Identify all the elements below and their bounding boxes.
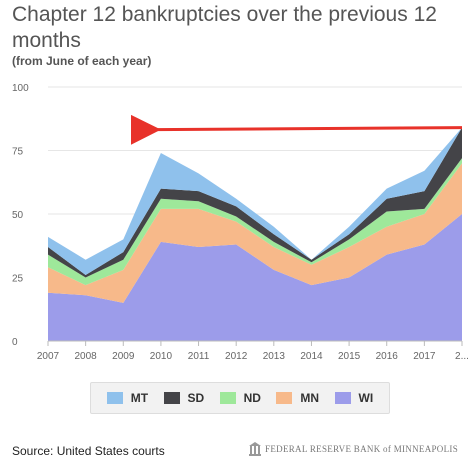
stacked-area-chart: 0 25 50 75 100 2007 2008 2009 2010 2011 2012 2013 20… bbox=[12, 83, 469, 362]
area-mn bbox=[48, 163, 462, 303]
x-tick-label-2011: 2011 bbox=[188, 351, 210, 362]
legend-item-sd[interactable]: SD bbox=[163, 391, 205, 405]
logo-text: FEDERAL RESERVE BANK of MINNEAPOLIS bbox=[265, 444, 458, 454]
x-tick-label-2010: 2010 bbox=[150, 351, 173, 362]
legend-label-nd: ND bbox=[243, 391, 261, 405]
x-tick-label-2009: 2009 bbox=[112, 351, 135, 362]
chart-title: Chapter 12 bankruptcies over the previou… bbox=[12, 3, 437, 52]
x-tick-label-2...: 2... bbox=[455, 351, 469, 362]
chart-subtitle: (from June of each year) bbox=[12, 54, 152, 68]
legend-swatch-nd bbox=[219, 392, 236, 404]
legend-label-mn: MN bbox=[300, 391, 320, 405]
chart-legend: MT SD ND MN WI bbox=[90, 382, 390, 414]
building-icon bbox=[249, 442, 262, 456]
legend-label-wi: WI bbox=[358, 391, 374, 405]
area-mt bbox=[48, 127, 462, 275]
x-tick-label-2017: 2017 bbox=[413, 351, 436, 362]
x-tick-label-2007: 2007 bbox=[37, 351, 60, 362]
legend-item-mt[interactable]: MT bbox=[106, 391, 149, 405]
legend-swatch-mt bbox=[106, 392, 123, 404]
axes: 0 25 50 75 100 2007 2008 2009 2010 2011 2012 2013 20… bbox=[12, 83, 469, 362]
legend-label-sd: SD bbox=[187, 391, 205, 405]
x-tick-label-2013: 2013 bbox=[263, 351, 286, 362]
legend-swatch-mn bbox=[276, 392, 293, 404]
x-tick-label-2014: 2014 bbox=[300, 351, 323, 362]
legend-item-mn[interactable]: MN bbox=[276, 391, 319, 405]
fed-logo: FEDERAL RESERVE BANK of MINNEAPOLIS bbox=[249, 442, 458, 456]
y-tick-label-100: 100 bbox=[12, 83, 29, 94]
area-series bbox=[48, 127, 462, 341]
y-tick-label-25: 25 bbox=[12, 274, 24, 285]
y-tick-label-0: 0 bbox=[12, 337, 18, 348]
legend-item-wi[interactable]: WI bbox=[334, 391, 374, 405]
annotation bbox=[130, 114, 463, 145]
y-tick-label-50: 50 bbox=[12, 210, 24, 221]
legend-item-nd[interactable]: ND bbox=[219, 391, 261, 405]
x-tick-label-2015: 2015 bbox=[338, 351, 361, 362]
legend-swatch-sd bbox=[163, 392, 180, 404]
x-tick-label-2012: 2012 bbox=[225, 351, 248, 362]
x-tick-label-2008: 2008 bbox=[75, 351, 98, 362]
legend-label-mt: MT bbox=[130, 391, 149, 405]
source-note: Source: United States courts bbox=[12, 444, 165, 458]
area-nd bbox=[48, 158, 462, 286]
red-arrow bbox=[130, 114, 463, 145]
y-tick-label-75: 75 bbox=[12, 147, 24, 158]
x-tick-label-2016: 2016 bbox=[376, 351, 399, 362]
legend-swatch-wi bbox=[334, 392, 351, 404]
area-wi bbox=[48, 214, 462, 341]
